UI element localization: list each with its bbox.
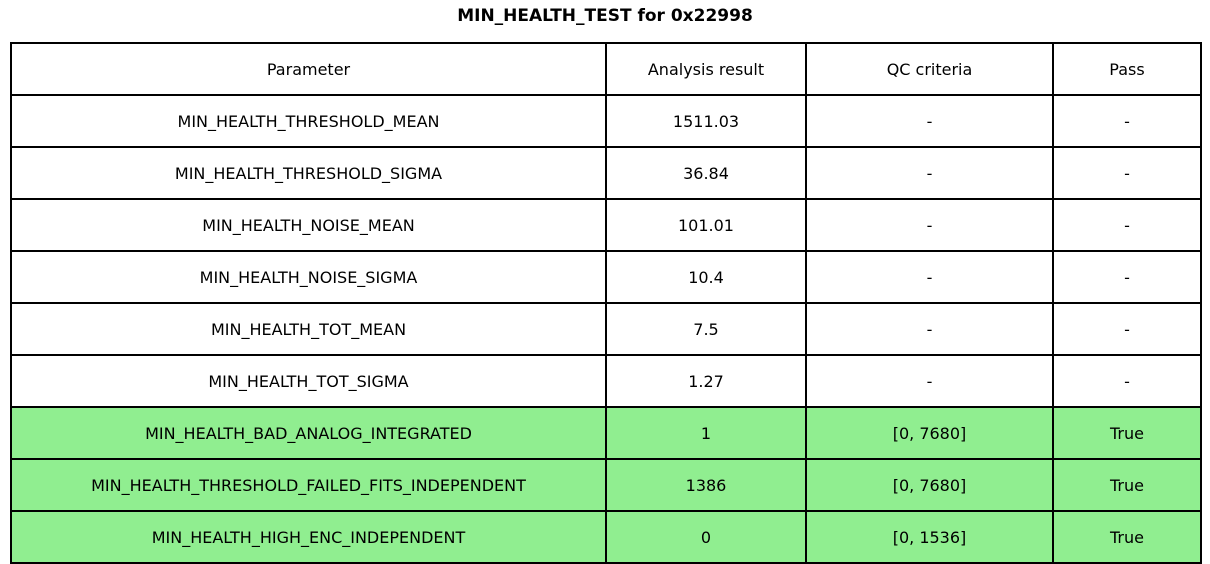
table-row-passing: MIN_HEALTH_THRESHOLD_FAILED_FITS_INDEPEN… — [10, 458, 1202, 512]
cell-qc-criteria: [0, 7680] — [805, 406, 1054, 460]
column-header-pass: Pass — [1052, 42, 1202, 96]
cell-pass: True — [1052, 510, 1202, 564]
cell-qc-criteria: [0, 7680] — [805, 458, 1054, 512]
cell-parameter: MIN_HEALTH_THRESHOLD_SIGMA — [10, 146, 607, 200]
cell-parameter: MIN_HEALTH_HIGH_ENC_INDEPENDENT — [10, 510, 607, 564]
cell-qc-criteria: - — [805, 198, 1054, 252]
table-row: MIN_HEALTH_THRESHOLD_SIGMA 36.84 - - — [10, 146, 1202, 200]
cell-qc-criteria: - — [805, 250, 1054, 304]
cell-parameter: MIN_HEALTH_THRESHOLD_FAILED_FITS_INDEPEN… — [10, 458, 607, 512]
cell-pass: - — [1052, 198, 1202, 252]
column-header-parameter: Parameter — [10, 42, 607, 96]
page-title: MIN_HEALTH_TEST for 0x22998 — [457, 6, 753, 26]
cell-qc-criteria: [0, 1536] — [805, 510, 1054, 564]
cell-analysis-result: 36.84 — [605, 146, 807, 200]
cell-qc-criteria: - — [805, 146, 1054, 200]
cell-parameter: MIN_HEALTH_NOISE_SIGMA — [10, 250, 607, 304]
cell-pass: - — [1052, 94, 1202, 148]
table-row: MIN_HEALTH_NOISE_MEAN 101.01 - - — [10, 198, 1202, 252]
cell-parameter: MIN_HEALTH_TOT_SIGMA — [10, 354, 607, 408]
cell-analysis-result: 1 — [605, 406, 807, 460]
cell-parameter: MIN_HEALTH_TOT_MEAN — [10, 302, 607, 356]
cell-pass: - — [1052, 146, 1202, 200]
cell-qc-criteria: - — [805, 94, 1054, 148]
cell-parameter: MIN_HEALTH_THRESHOLD_MEAN — [10, 94, 607, 148]
cell-analysis-result: 1511.03 — [605, 94, 807, 148]
cell-pass: - — [1052, 354, 1202, 408]
cell-analysis-result: 1.27 — [605, 354, 807, 408]
column-header-analysis-result: Analysis result — [605, 42, 807, 96]
table-row: MIN_HEALTH_TOT_MEAN 7.5 - - — [10, 302, 1202, 356]
cell-qc-criteria: - — [805, 302, 1054, 356]
cell-analysis-result: 10.4 — [605, 250, 807, 304]
cell-pass: - — [1052, 302, 1202, 356]
cell-analysis-result: 101.01 — [605, 198, 807, 252]
cell-analysis-result: 1386 — [605, 458, 807, 512]
cell-pass: True — [1052, 458, 1202, 512]
cell-parameter: MIN_HEALTH_BAD_ANALOG_INTEGRATED — [10, 406, 607, 460]
cell-analysis-result: 7.5 — [605, 302, 807, 356]
cell-pass: - — [1052, 250, 1202, 304]
table-row-passing: MIN_HEALTH_HIGH_ENC_INDEPENDENT 0 [0, 15… — [10, 510, 1202, 564]
cell-pass: True — [1052, 406, 1202, 460]
table-row: MIN_HEALTH_NOISE_SIGMA 10.4 - - — [10, 250, 1202, 304]
table-header-row: Parameter Analysis result QC criteria Pa… — [10, 42, 1202, 96]
table-row-passing: MIN_HEALTH_BAD_ANALOG_INTEGRATED 1 [0, 7… — [10, 406, 1202, 460]
cell-qc-criteria: - — [805, 354, 1054, 408]
cell-parameter: MIN_HEALTH_NOISE_MEAN — [10, 198, 607, 252]
table-row: MIN_HEALTH_THRESHOLD_MEAN 1511.03 - - — [10, 94, 1202, 148]
cell-analysis-result: 0 — [605, 510, 807, 564]
table-row: MIN_HEALTH_TOT_SIGMA 1.27 - - — [10, 354, 1202, 408]
qc-table: Parameter Analysis result QC criteria Pa… — [10, 42, 1202, 564]
column-header-qc-criteria: QC criteria — [805, 42, 1054, 96]
